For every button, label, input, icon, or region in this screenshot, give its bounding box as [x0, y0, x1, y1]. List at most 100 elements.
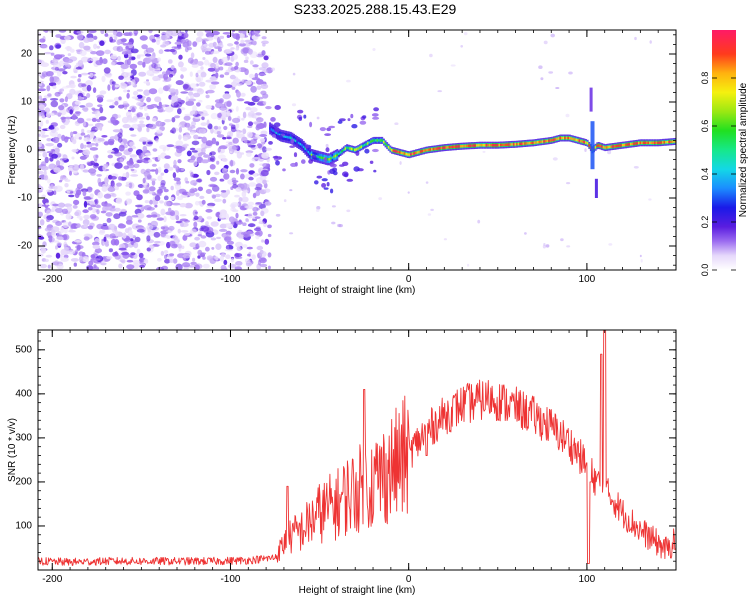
noise-speckle: [79, 217, 83, 221]
noise-speckle: [240, 39, 245, 45]
x-tick-label: 100: [579, 574, 596, 585]
noise-speckle: [244, 68, 249, 76]
trace-core: [383, 140, 385, 144]
noise-speckle: [215, 141, 220, 146]
noise-speckle: [540, 77, 544, 81]
noise-speckle: [229, 169, 236, 174]
noise-speckle: [144, 174, 153, 181]
noise-speckle: [88, 168, 97, 174]
noise-speckle: [246, 131, 253, 138]
noise-speckle: [226, 100, 232, 108]
noise-speckle: [169, 253, 175, 257]
noise-speckle: [555, 87, 560, 89]
trace-core: [540, 140, 542, 143]
trace-core: [613, 145, 616, 148]
trace-scatter: [353, 166, 360, 172]
noise-speckle: [226, 34, 231, 39]
trace-core: [580, 140, 583, 143]
noise-speckle: [242, 111, 247, 119]
noise-speckle: [198, 240, 207, 248]
noise-speckle: [128, 253, 132, 258]
noise-speckle: [59, 158, 66, 161]
noise-speckle: [52, 136, 60, 144]
noise-speckle: [101, 186, 108, 192]
spectrogram-plot: [38, 30, 676, 270]
trace-scatter: [329, 163, 337, 168]
noise-speckle: [216, 236, 221, 240]
snr-frame: [37, 329, 677, 571]
noise-speckle: [54, 260, 60, 267]
noise-speckle: [143, 89, 151, 96]
noise-speckle: [151, 38, 156, 43]
noise-speckle: [260, 210, 265, 217]
noise-speckle: [192, 105, 197, 112]
noise-speckle: [180, 91, 189, 94]
noise-speckle: [95, 143, 99, 147]
trace-core: [594, 146, 597, 149]
trace-core: [389, 147, 392, 151]
noise-speckle: [109, 36, 113, 43]
trace-core: [671, 140, 674, 143]
noise-speckle: [263, 55, 269, 61]
noise-speckle: [232, 137, 239, 144]
noise-speckle: [566, 245, 571, 248]
noise-speckle: [171, 127, 176, 134]
noise-speckle: [91, 117, 97, 122]
noise-speckle: [255, 190, 261, 197]
noise-speckle: [57, 202, 66, 208]
noise-speckle: [202, 256, 206, 260]
noise-speckle: [168, 225, 175, 231]
trace-core: [543, 140, 546, 143]
trace-core: [370, 140, 372, 143]
noise-speckle: [73, 105, 80, 111]
trace-core: [621, 144, 624, 147]
noise-speckle: [267, 233, 272, 238]
noise-speckle: [102, 223, 108, 227]
noise-speckle: [232, 54, 238, 60]
noise-speckle: [254, 231, 261, 236]
trace-scatter: [290, 138, 295, 144]
noise-speckle: [59, 88, 64, 92]
trace-core: [476, 144, 478, 147]
noise-speckle: [169, 240, 176, 246]
noise-speckle: [189, 95, 194, 99]
trace-core: [628, 143, 631, 146]
noise-speckle: [230, 47, 235, 50]
noise-speckle: [136, 101, 144, 107]
noise-speckle: [90, 258, 95, 261]
trace-scatter: [272, 155, 279, 159]
noise-speckle: [230, 126, 237, 133]
trace-core: [498, 143, 501, 147]
noise-speckle: [91, 139, 97, 142]
noise-speckle: [210, 81, 220, 85]
x-axis-label: Height of straight line (km): [299, 585, 416, 596]
trace-core: [421, 150, 424, 153]
noise-speckle: [261, 152, 270, 159]
trace-core: [407, 153, 409, 156]
noise-speckle: [399, 161, 402, 165]
trace-scatter: [364, 148, 370, 154]
trace-core: [490, 144, 493, 147]
noise-speckle: [61, 117, 66, 123]
noise-speckle: [187, 126, 193, 131]
noise-speckle: [48, 30, 55, 34]
noise-speckle: [165, 106, 174, 113]
noise-speckle: [50, 52, 55, 56]
noise-speckle: [205, 79, 214, 83]
noise-speckle: [226, 136, 232, 140]
noise-speckle: [87, 206, 93, 211]
trace-core: [365, 143, 368, 146]
x-tick-label: 0: [406, 274, 412, 285]
noise-speckle: [121, 251, 129, 256]
noise-speckle: [154, 96, 162, 103]
trace-core: [458, 145, 461, 148]
noise-speckle: [55, 160, 61, 167]
noise-speckle: [196, 31, 204, 37]
trace-core: [638, 141, 640, 145]
noise-speckle: [53, 112, 63, 116]
noise-speckle: [560, 238, 564, 242]
trace-core: [514, 143, 517, 146]
trace-core: [588, 144, 591, 147]
noise-speckle: [200, 66, 204, 70]
